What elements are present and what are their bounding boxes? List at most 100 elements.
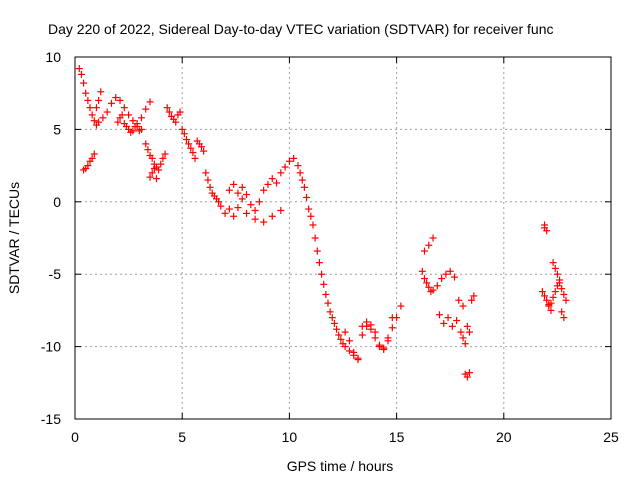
data-point bbox=[133, 120, 141, 128]
data-point bbox=[560, 290, 568, 298]
data-point bbox=[328, 314, 336, 322]
data-point bbox=[189, 149, 197, 157]
data-point bbox=[551, 264, 559, 272]
data-point bbox=[182, 136, 190, 144]
data-point bbox=[95, 96, 103, 104]
data-point bbox=[99, 114, 107, 122]
data-point bbox=[384, 334, 392, 342]
data-point bbox=[285, 157, 293, 165]
data-point bbox=[150, 164, 158, 172]
data-point bbox=[107, 99, 115, 107]
data-point bbox=[541, 221, 549, 229]
data-point bbox=[562, 296, 570, 304]
data-point bbox=[144, 146, 152, 154]
data-point bbox=[191, 154, 199, 162]
data-point bbox=[543, 296, 551, 304]
data-point bbox=[92, 104, 100, 112]
axis-ticks: 0 5 10 15 20 25 -15 -10 -5 0 5 10 bbox=[41, 49, 619, 445]
data-point bbox=[238, 195, 246, 203]
data-point bbox=[202, 169, 210, 177]
data-point bbox=[255, 198, 263, 206]
data-point bbox=[341, 328, 349, 336]
y-tick-label: -10 bbox=[41, 339, 61, 355]
data-point bbox=[367, 321, 375, 329]
data-point bbox=[129, 117, 137, 125]
data-point bbox=[459, 302, 467, 310]
data-point bbox=[435, 311, 443, 319]
data-point bbox=[225, 186, 233, 194]
data-point bbox=[112, 94, 120, 102]
data-point bbox=[88, 154, 96, 162]
data-point bbox=[230, 212, 238, 220]
data-point bbox=[545, 302, 553, 310]
data-point bbox=[442, 270, 450, 278]
data-point bbox=[90, 150, 98, 158]
data-point bbox=[420, 247, 428, 255]
data-point bbox=[465, 328, 473, 336]
data-point bbox=[234, 189, 242, 197]
data-point bbox=[296, 169, 304, 177]
data-point bbox=[277, 206, 285, 214]
data-point bbox=[88, 111, 96, 119]
data-point bbox=[206, 183, 214, 191]
data-point bbox=[315, 259, 323, 267]
data-point bbox=[448, 322, 456, 330]
data-point bbox=[330, 319, 338, 327]
data-point bbox=[354, 354, 362, 362]
data-point bbox=[172, 118, 180, 126]
data-point bbox=[148, 169, 156, 177]
plot-frame bbox=[74, 56, 612, 420]
data-point bbox=[463, 373, 471, 381]
data-point bbox=[459, 334, 467, 342]
data-point bbox=[165, 108, 173, 116]
data-point bbox=[273, 179, 281, 187]
data-point bbox=[187, 144, 195, 152]
data-point bbox=[425, 241, 433, 249]
data-point bbox=[388, 314, 396, 322]
data-point bbox=[558, 308, 566, 316]
data-point bbox=[142, 105, 150, 113]
data-point bbox=[152, 175, 160, 183]
data-point bbox=[371, 328, 379, 336]
data-point bbox=[322, 290, 330, 298]
data-point bbox=[180, 130, 188, 138]
data-point bbox=[176, 108, 184, 116]
y-tick-label: 5 bbox=[53, 121, 61, 137]
data-point bbox=[185, 140, 193, 148]
data-point bbox=[345, 337, 353, 345]
data-point bbox=[337, 335, 345, 343]
data-point bbox=[251, 215, 259, 223]
data-point bbox=[380, 345, 388, 353]
data-point bbox=[217, 202, 225, 210]
data-point bbox=[425, 283, 433, 291]
data-point bbox=[440, 319, 448, 327]
data-point bbox=[560, 314, 568, 322]
y-tick-label: 10 bbox=[45, 49, 61, 65]
data-point bbox=[281, 163, 289, 171]
data-point bbox=[549, 259, 557, 267]
data-point bbox=[230, 180, 238, 188]
data-point bbox=[450, 273, 458, 281]
data-point bbox=[290, 154, 298, 162]
data-point bbox=[298, 176, 306, 184]
data-point bbox=[553, 270, 561, 278]
data-point bbox=[423, 279, 431, 287]
data-point bbox=[260, 186, 268, 194]
x-axis-label: GPS time / hours bbox=[287, 458, 394, 474]
data-point bbox=[137, 114, 145, 122]
y-tick-label: -5 bbox=[49, 266, 62, 282]
x-tick-label: 10 bbox=[282, 429, 298, 445]
data-point bbox=[178, 125, 186, 133]
data-point bbox=[163, 104, 171, 112]
data-point bbox=[84, 162, 92, 170]
data-point bbox=[125, 111, 133, 119]
data-point bbox=[118, 111, 126, 119]
data-point bbox=[324, 299, 332, 307]
x-tick-label: 20 bbox=[496, 429, 512, 445]
data-point bbox=[420, 275, 428, 283]
data-point bbox=[268, 212, 276, 220]
data-point bbox=[461, 340, 469, 348]
data-point bbox=[129, 127, 137, 135]
data-point bbox=[429, 234, 437, 242]
